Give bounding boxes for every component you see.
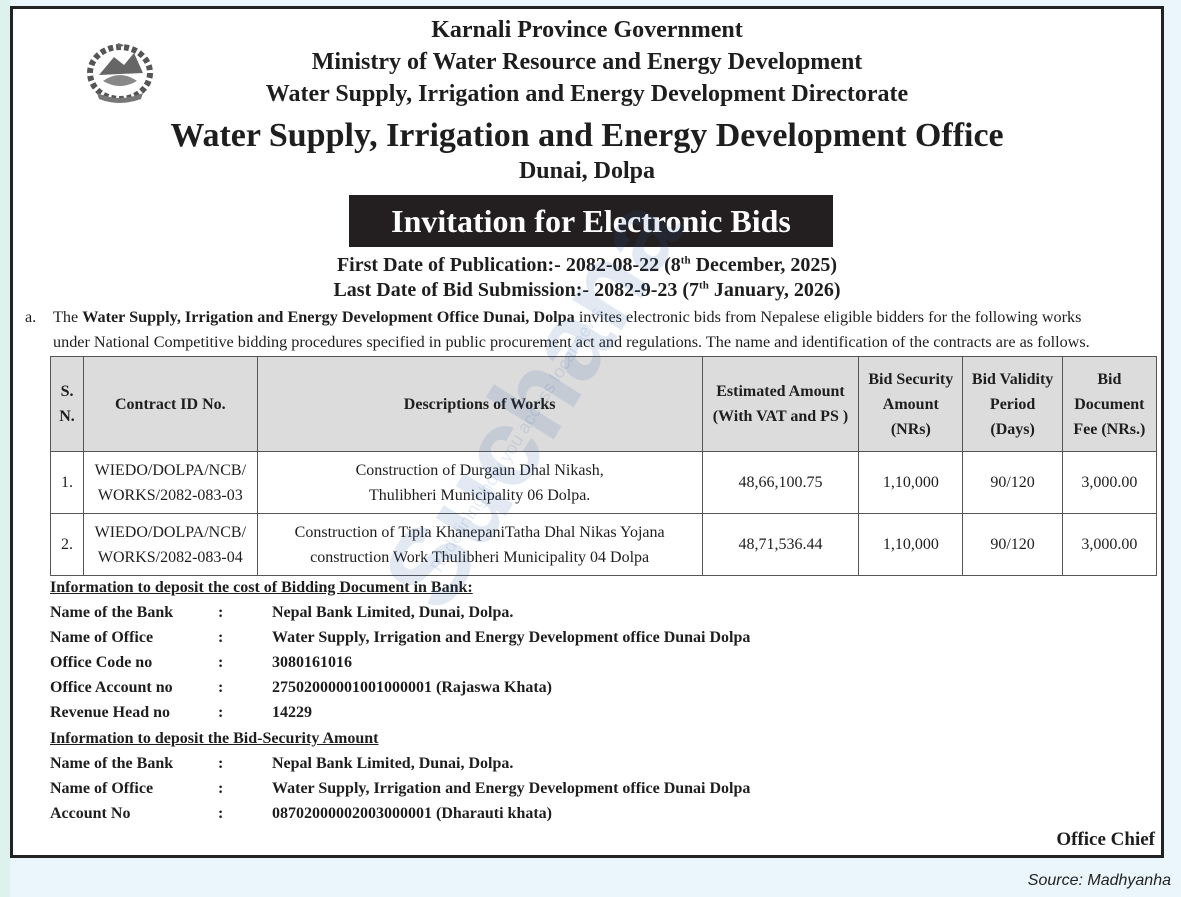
cell-estimate: 48,66,100.75 <box>701 451 860 514</box>
last-sub-sup: th <box>699 279 709 292</box>
col-header-validity: Bid Validity Period (Days) <box>962 356 1063 452</box>
cell-contract-id: WIEDO/DOLPA/NCB/WORKS/2082-083-03 <box>83 451 258 514</box>
col-header-fee: Bid Document Fee (NRs.) <box>1061 356 1158 452</box>
info-colon: : <box>218 629 224 646</box>
cell-estimate: 48,71,536.44 <box>701 513 860 576</box>
last-sub-rest: January, 2026) <box>708 279 841 301</box>
bid-security-info-title: Information to deposit the Bid-Security … <box>50 730 379 747</box>
header-office: Water Supply, Irrigation and Energy Deve… <box>170 117 1004 154</box>
info-label: Name of Office <box>50 780 154 797</box>
info-label: Office Code no <box>50 654 153 671</box>
header-location: Dunai, Dolpa <box>518 158 656 184</box>
info-value: Water Supply, Irrigation and Energy Deve… <box>272 780 751 797</box>
cell-description: Construction of Durgaun Dhal Nikash, Thul… <box>256 451 703 514</box>
info-colon: : <box>218 654 224 671</box>
desc-line1: Construction of Tipla KhanepaniTatha Dha… <box>294 523 665 541</box>
contract-id-line1: WIEDO/DOLPA/NCB/ <box>94 523 247 541</box>
cell-sn: 2. <box>49 513 85 576</box>
first-pub-sup: th <box>680 254 691 267</box>
cell-security: 1,10,000 <box>858 513 964 576</box>
desc-line2: Thulibheri Municipality 06 Dolpa. <box>369 486 591 504</box>
cell-security: 1,10,000 <box>858 451 964 514</box>
info-colon: : <box>218 755 224 772</box>
info-label: Name of the Bank <box>50 604 174 621</box>
first-publication-date: First Date of Publication:- 2082-08-22 (… <box>13 254 1161 277</box>
contracts-table: S. N. Contract ID No. Descriptions of Wo… <box>49 356 1158 576</box>
col-header-security: Bid Security Amount (NRs) <box>858 356 964 452</box>
contract-id-line2: WORKS/2082-083-04 <box>97 548 243 566</box>
info-colon: : <box>218 704 224 721</box>
first-pub-rest: December, 2025) <box>690 254 838 276</box>
info-value: 3080161016 <box>272 654 352 671</box>
info-value: Nepal Bank Limited, Dunai, Dolpa. <box>272 604 514 621</box>
intro-paragraph: a. The Water Supply, Irrigation and Energ… <box>25 305 1155 355</box>
info-colon: : <box>218 679 224 696</box>
government-emblem-icon <box>87 39 153 103</box>
cell-description: Construction of Tipla KhanepaniTatha Dha… <box>256 513 703 576</box>
last-sub-text: Last Date of Bid Submission:- 2082-9-23 … <box>333 279 700 301</box>
table-row: 1. WIEDO/DOLPA/NCB/WORKS/2082-083-03 Con… <box>49 451 1158 514</box>
col-header-description: Descriptions of Works <box>256 356 703 452</box>
info-label: Office Account no <box>50 679 173 696</box>
source-credit: Source: Madhyanha <box>1027 872 1171 889</box>
info-value: 08702000002003000001 (Dharauti khata) <box>272 805 553 822</box>
header-province: Karnali Province Government <box>431 17 743 43</box>
table-header-row: S. N. Contract ID No. Descriptions of Wo… <box>49 356 1158 452</box>
cell-validity: 90/120 <box>962 513 1063 576</box>
intro-office-name: Water Supply, Irrigation and Energy Deve… <box>82 308 575 326</box>
header-directorate: Water Supply, Irrigation and Energy Deve… <box>265 81 909 107</box>
tender-notice: Karnali Province Government Ministry of … <box>10 6 1164 858</box>
info-colon: : <box>218 604 224 621</box>
intro-pre: The <box>53 308 83 326</box>
cell-sn: 1. <box>49 451 85 514</box>
info-label: Name of Office <box>50 629 154 646</box>
desc-line1: Construction of Durgaun Dhal Nikash, <box>355 461 604 479</box>
info-value: Nepal Bank Limited, Dunai, Dolpa. <box>272 755 514 772</box>
first-pub-text: First Date of Publication:- 2082-08-22 (… <box>336 254 681 276</box>
info-colon: : <box>218 805 224 822</box>
contract-id-line2: WORKS/2082-083-03 <box>97 486 243 504</box>
background-decoration <box>0 0 10 897</box>
list-marker: a. <box>25 308 37 326</box>
info-label: Revenue Head no <box>50 704 170 721</box>
cell-contract-id: WIEDO/DOLPA/NCB/WORKS/2082-083-04 <box>83 513 258 576</box>
cell-validity: 90/120 <box>962 451 1063 514</box>
contract-id-line1: WIEDO/DOLPA/NCB/ <box>94 461 247 479</box>
info-value: Water Supply, Irrigation and Energy Deve… <box>272 629 751 646</box>
header-ministry: Ministry of Water Resource and Energy De… <box>311 49 863 75</box>
col-header-sn: S. N. <box>49 356 85 452</box>
desc-line2: construction Work Thulibheri Municipalit… <box>310 548 650 566</box>
cell-fee: 3,000.00 <box>1061 451 1158 514</box>
bidding-doc-info-title: Information to deposit the cost of Biddi… <box>50 579 473 596</box>
intro-line2: under National Competitive bidding proce… <box>53 333 1090 351</box>
col-header-contract-id: Contract ID No. <box>83 356 258 452</box>
table-row: 2. WIEDO/DOLPA/NCB/WORKS/2082-083-04 Con… <box>49 513 1158 576</box>
signature-office-chief: Office Chief <box>1056 829 1155 850</box>
intro-post: invites electronic bids from Nepalese el… <box>574 308 1082 326</box>
info-label: Account No <box>50 805 131 822</box>
info-value: 14229 <box>272 704 312 721</box>
notice-title-banner: Invitation for Electronic Bids <box>349 195 833 247</box>
info-colon: : <box>218 780 224 797</box>
info-label: Name of the Bank <box>50 755 174 772</box>
cell-fee: 3,000.00 <box>1061 513 1158 576</box>
last-submission-date: Last Date of Bid Submission:- 2082-9-23 … <box>13 279 1161 302</box>
info-value: 27502000001001000001 (Rajaswa Khata) <box>272 679 552 696</box>
col-header-estimate: Estimated Amount (With VAT and PS ) <box>701 356 860 452</box>
